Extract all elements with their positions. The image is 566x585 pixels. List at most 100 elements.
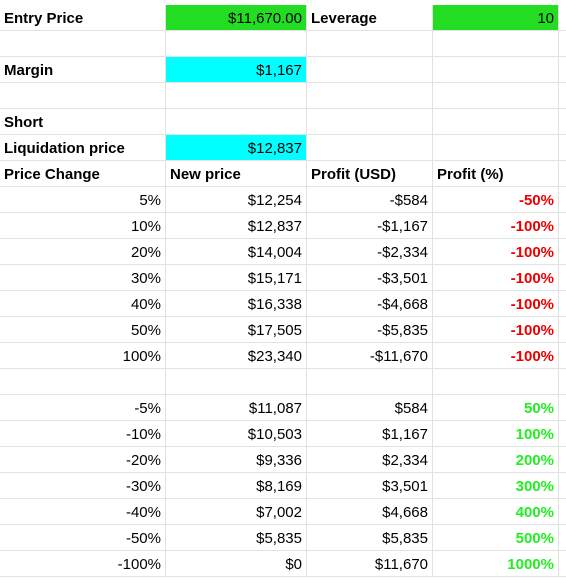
empty-cell — [559, 83, 566, 109]
profit-pct: 50% — [433, 395, 559, 421]
profit-pct: 1000% — [433, 551, 559, 577]
empty-cell — [559, 421, 566, 447]
column-header: Profit (USD) — [307, 161, 433, 187]
empty-cell — [559, 447, 566, 473]
empty-cell — [0, 369, 166, 395]
label: Margin — [0, 57, 166, 83]
empty-cell — [307, 135, 433, 161]
empty-cell — [559, 109, 566, 135]
price-change: 100% — [0, 343, 166, 369]
profit-usd: $1,167 — [307, 421, 433, 447]
profit-usd: -$3,501 — [307, 265, 433, 291]
label: Liquidation price — [0, 135, 166, 161]
profit-usd: $5,835 — [307, 525, 433, 551]
empty-cell — [559, 5, 566, 31]
empty-cell — [433, 31, 559, 57]
empty-cell — [559, 161, 566, 187]
new-price: $17,505 — [166, 317, 307, 343]
input-value: $11,670.00 — [166, 5, 307, 31]
new-price: $12,837 — [166, 213, 307, 239]
profit-pct: 100% — [433, 421, 559, 447]
empty-cell — [0, 83, 166, 109]
price-change: -30% — [0, 473, 166, 499]
new-price: $15,171 — [166, 265, 307, 291]
empty-cell — [559, 187, 566, 213]
profit-usd: -$5,835 — [307, 317, 433, 343]
profit-pct: -100% — [433, 213, 559, 239]
empty-cell — [307, 369, 433, 395]
empty-cell — [559, 213, 566, 239]
empty-cell — [559, 57, 566, 83]
price-change: 20% — [0, 239, 166, 265]
empty-cell — [559, 265, 566, 291]
profit-pct: -100% — [433, 265, 559, 291]
column-header: New price — [166, 161, 307, 187]
empty-cell — [307, 57, 433, 83]
input-value: 10 — [433, 5, 559, 31]
price-change: -5% — [0, 395, 166, 421]
calc-value: $1,167 — [166, 57, 307, 83]
price-change: -100% — [0, 551, 166, 577]
profit-usd: $2,334 — [307, 447, 433, 473]
profit-usd: $3,501 — [307, 473, 433, 499]
price-change: -50% — [0, 525, 166, 551]
empty-cell — [559, 31, 566, 57]
new-price: $0 — [166, 551, 307, 577]
new-price: $11,087 — [166, 395, 307, 421]
profit-pct: -100% — [433, 291, 559, 317]
empty-cell — [559, 291, 566, 317]
profit-pct: 200% — [433, 447, 559, 473]
price-change: 10% — [0, 213, 166, 239]
profit-usd: -$2,334 — [307, 239, 433, 265]
profit-pct: -100% — [433, 239, 559, 265]
empty-cell — [433, 135, 559, 161]
empty-cell — [307, 109, 433, 135]
empty-cell — [307, 31, 433, 57]
empty-cell — [433, 83, 559, 109]
empty-cell — [559, 239, 566, 265]
empty-cell — [307, 83, 433, 109]
empty-cell — [166, 31, 307, 57]
price-change: 50% — [0, 317, 166, 343]
new-price: $7,002 — [166, 499, 307, 525]
profit-usd: -$11,670 — [307, 343, 433, 369]
new-price: $8,169 — [166, 473, 307, 499]
price-change: -40% — [0, 499, 166, 525]
profit-usd: -$1,167 — [307, 213, 433, 239]
price-change: -10% — [0, 421, 166, 447]
profit-pct: -50% — [433, 187, 559, 213]
empty-cell — [559, 395, 566, 421]
new-price: $12,254 — [166, 187, 307, 213]
empty-cell — [559, 343, 566, 369]
column-header: Profit (%) — [433, 161, 559, 187]
profit-usd: -$4,668 — [307, 291, 433, 317]
empty-cell — [166, 83, 307, 109]
empty-cell — [559, 473, 566, 499]
profit-pct: 300% — [433, 473, 559, 499]
profit-usd: $584 — [307, 395, 433, 421]
profit-pct: 500% — [433, 525, 559, 551]
new-price: $5,835 — [166, 525, 307, 551]
empty-cell — [559, 317, 566, 343]
price-change: -20% — [0, 447, 166, 473]
profit-pct: -100% — [433, 343, 559, 369]
new-price: $14,004 — [166, 239, 307, 265]
empty-cell — [433, 109, 559, 135]
empty-cell — [559, 135, 566, 161]
empty-cell — [433, 57, 559, 83]
profit-pct: 400% — [433, 499, 559, 525]
column-header: Price Change — [0, 161, 166, 187]
new-price: $9,336 — [166, 447, 307, 473]
empty-cell — [433, 369, 559, 395]
profit-usd: $11,670 — [307, 551, 433, 577]
new-price: $23,340 — [166, 343, 307, 369]
calc-value: $12,837 — [166, 135, 307, 161]
price-change: 40% — [0, 291, 166, 317]
empty-cell — [166, 369, 307, 395]
label: Leverage — [307, 5, 433, 31]
label: Entry Price — [0, 5, 166, 31]
new-price: $16,338 — [166, 291, 307, 317]
new-price: $10,503 — [166, 421, 307, 447]
empty-cell — [0, 31, 166, 57]
